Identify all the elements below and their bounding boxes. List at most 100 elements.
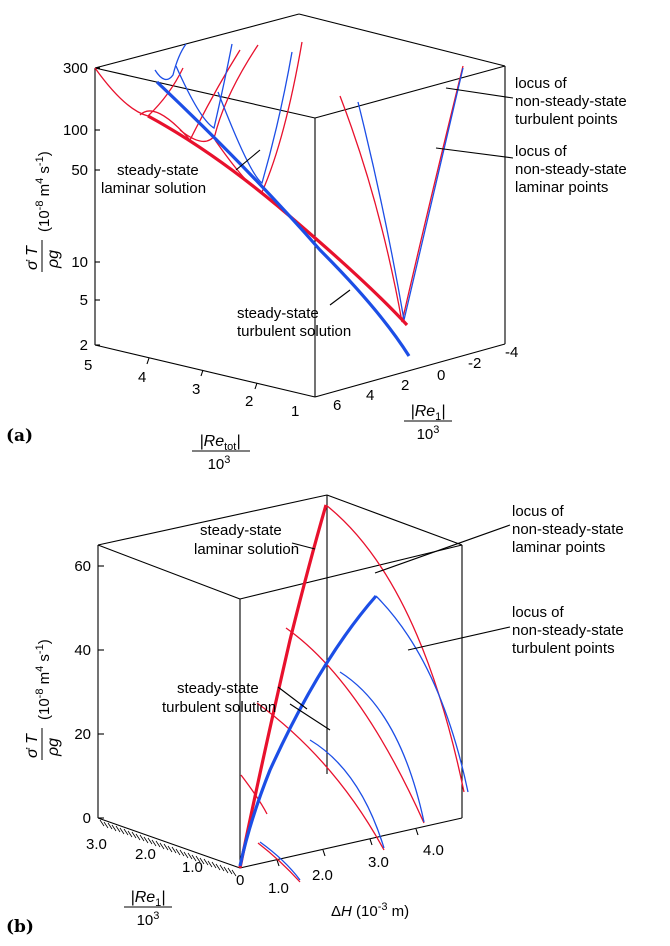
- a-loc-lam-3: laminar points: [515, 179, 608, 196]
- a-turb-locus-3: [217, 51, 293, 185]
- a-loc-lam-2: non-steady-state: [515, 161, 627, 178]
- b-ztick-20: 20: [74, 726, 91, 743]
- panel-b-y-axis: 3.0 2.0 1.0 0 |Re1| 103: [86, 819, 244, 929]
- panel-b: 60 40 20 0 σ̇ T ρg (10-8 m4 s-1) 3.0 2.0…: [6, 494, 624, 937]
- b-lam-locus-4: [240, 774, 268, 815]
- b-xtick-4: 4.0: [423, 842, 444, 859]
- a-turb-locus-4: [357, 67, 464, 321]
- a-xtick-1: 1: [291, 403, 299, 420]
- a-xtick-3: 3: [192, 381, 200, 398]
- a-xlabel-den: 103: [208, 454, 231, 473]
- panel-b-curves: [238, 504, 469, 883]
- a-ytick-0: 0: [437, 367, 445, 384]
- b-loc-lam-1: locus of: [512, 503, 565, 520]
- panel-b-x-axis: 1.0 2.0 3.0 4.0 ΔH (10-3 m): [268, 828, 444, 920]
- b-xlabel: ΔH (10-3 m): [331, 901, 409, 920]
- a-zlabel-num: σ̇ T: [24, 245, 41, 270]
- b-turb-locus-4: [259, 841, 301, 881]
- panel-a-x-axis: 5 4 3 2 1 |Retot| 103: [84, 357, 299, 473]
- a-ytick-4: 4: [366, 387, 374, 404]
- b-xtick-3: 3.0: [368, 854, 389, 871]
- panel-b-label: (b): [6, 917, 34, 937]
- a-loc-turb-3: turbulent points: [515, 111, 618, 128]
- b-ann-turb-1: steady-state: [177, 680, 259, 697]
- b-ztick-40: 40: [74, 642, 91, 659]
- b-ann-lam-2: laminar solution: [194, 541, 299, 558]
- b-ytick-3: 3.0: [86, 836, 107, 853]
- panel-a-curves: [94, 41, 464, 357]
- panel-b-z-label: σ̇ T ρg (10-8 m4 s-1): [24, 639, 62, 760]
- a-xlabel-num: |Retot|: [200, 433, 241, 453]
- b-lam-steady: [238, 504, 328, 869]
- a-xtick-2: 2: [245, 393, 253, 410]
- a-loc-turb-1: locus of: [515, 75, 568, 92]
- panel-a: 300 100 50 10 5 2 σ̇ T ρg (10-8 m4 s-1) …: [6, 13, 627, 473]
- a-turb-locus-1: [154, 43, 187, 81]
- b-xtick-1: 1.0: [268, 880, 289, 897]
- panel-a-box: [94, 13, 506, 398]
- b-loc-lam-3: laminar points: [512, 539, 605, 556]
- a-xtick-5: 5: [84, 357, 92, 374]
- b-lam-locus-1: [325, 504, 465, 793]
- a-ztick-50: 50: [71, 162, 88, 179]
- a-ztick-5: 5: [80, 292, 88, 309]
- b-turb-locus-3: [309, 739, 385, 849]
- b-ytick-2: 2.0: [135, 846, 156, 863]
- a-xtick-4: 4: [138, 369, 146, 386]
- b-ylabel-den: 103: [137, 910, 160, 929]
- a-lam-steady: [147, 114, 409, 327]
- a-zlabel-den: ρg: [45, 250, 62, 269]
- a-ztick-100: 100: [63, 122, 88, 139]
- b-ytick-1: 1.0: [182, 859, 203, 876]
- b-loc-turb-2: non-steady-state: [512, 622, 624, 639]
- a-turb-steady: [155, 80, 411, 357]
- a-turb-locus-2: [175, 43, 233, 129]
- b-zlabel-units: (10-8 m4 s-1): [34, 639, 53, 720]
- panel-b-z-axis: 60 40 20 0: [74, 558, 104, 827]
- b-lam-locus-3: [256, 702, 385, 851]
- a-ann-turb-2: turbulent solution: [237, 323, 351, 340]
- panel-a-label: (a): [6, 426, 33, 446]
- panel-b-annotations: steady-state laminar solution steady-sta…: [162, 503, 624, 731]
- b-loc-turb-1: locus of: [512, 604, 565, 621]
- b-ytick-0: 0: [236, 872, 244, 889]
- a-ztick-2: 2: [80, 337, 88, 354]
- a-zlabel-units: (10-8 m4 s-1): [34, 151, 53, 232]
- a-ann-turb-1: steady-state: [237, 305, 319, 322]
- b-turb-steady: [238, 594, 378, 867]
- b-ylabel-num: |Re1|: [131, 889, 166, 909]
- a-ytick-m4: -4: [505, 344, 518, 361]
- a-lam-locus-1: [94, 67, 184, 117]
- b-zlabel-num: σ̇ T: [24, 733, 41, 758]
- a-ann-lam-1: steady-state: [117, 162, 199, 179]
- a-lam-locus-4: [214, 41, 303, 193]
- b-loc-lam-2: non-steady-state: [512, 521, 624, 538]
- b-y-minor-ticks: [99, 819, 237, 877]
- a-lam-locus-3: [179, 44, 259, 142]
- a-ztick-10: 10: [71, 254, 88, 271]
- panel-a-z-label: σ̇ T ρg (10-8 m4 s-1): [24, 151, 62, 272]
- b-turb-locus-2: [339, 671, 425, 823]
- a-ytick-2: 2: [401, 377, 409, 394]
- b-ztick-60: 60: [74, 558, 91, 575]
- b-ann-turb-2: turbulent solution: [162, 699, 276, 716]
- b-lam-locus-5: [257, 842, 301, 883]
- a-ann-lam-2: laminar solution: [101, 180, 206, 197]
- a-ztick-300: 300: [63, 60, 88, 77]
- b-ztick-0: 0: [83, 810, 91, 827]
- a-ylabel-num: |Re1|: [411, 403, 446, 423]
- a-ytick-6: 6: [333, 397, 341, 414]
- b-zlabel-den: ρg: [45, 738, 62, 757]
- b-ann-lam-1: steady-state: [200, 522, 282, 539]
- b-xtick-2: 2.0: [312, 867, 333, 884]
- panel-a-z-axis: 300 100 50 10 5 2: [63, 60, 100, 354]
- b-loc-turb-3: turbulent points: [512, 640, 615, 657]
- a-loc-lam-1: locus of: [515, 143, 568, 160]
- b-turb-locus-1: [375, 595, 469, 793]
- b-lam-locus-2: [285, 627, 425, 824]
- a-loc-turb-2: non-steady-state: [515, 93, 627, 110]
- panel-a-annotations: steady-state laminar solution steady-sta…: [101, 75, 627, 340]
- a-ylabel-den: 103: [417, 424, 440, 443]
- a-ytick-m2: -2: [468, 355, 481, 372]
